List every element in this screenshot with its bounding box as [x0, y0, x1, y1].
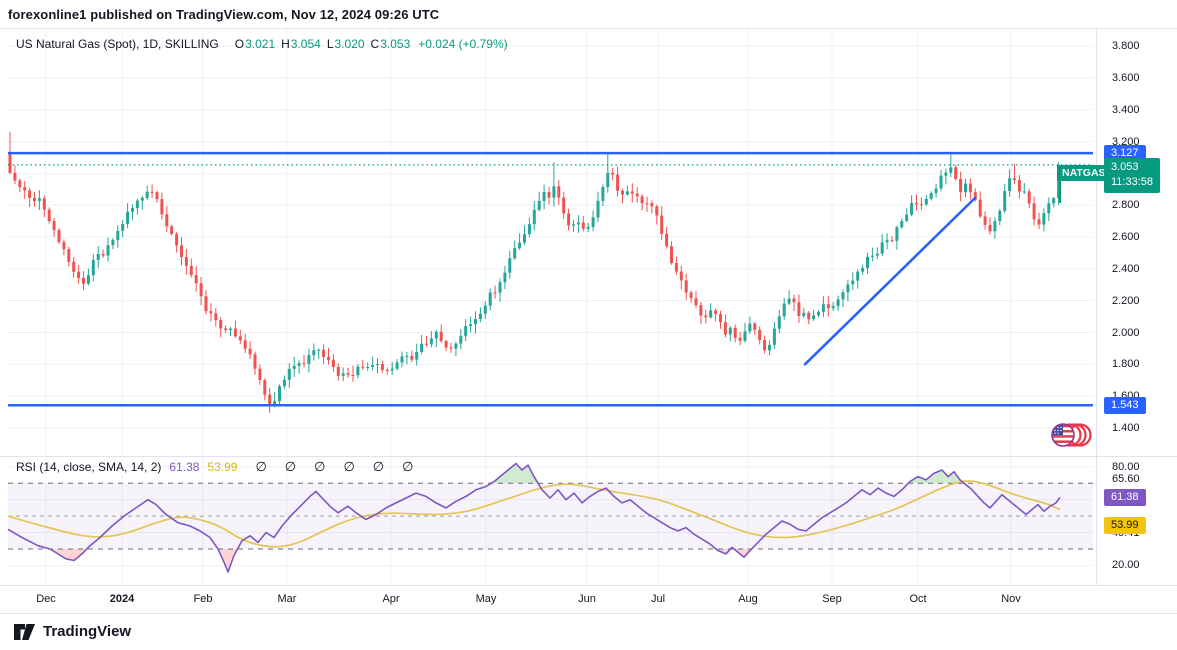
- time-tick-apr: Apr: [382, 593, 400, 605]
- open-value: 3.021: [245, 37, 276, 51]
- pane-separators: [0, 28, 1177, 614]
- rsi-current-value: 61.38: [169, 460, 200, 474]
- price-tick: 2.200: [1112, 294, 1140, 307]
- rsi-pane: [7, 462, 1093, 573]
- last-price-badge: 3.053 11:33:58: [1104, 157, 1161, 193]
- rsi-line: [7, 462, 1061, 573]
- support-price-badge: 1.543: [1104, 396, 1146, 414]
- countdown-timer: 11:33:58: [1111, 175, 1154, 188]
- main-chart-legend[interactable]: US Natural Gas (Spot), 1D, SKILLING O 3.0…: [16, 37, 508, 51]
- disabled-plot-icon: ∅: [372, 459, 385, 474]
- time-tick-sep: Sep: [822, 593, 842, 605]
- price-tick: 3.600: [1112, 71, 1140, 84]
- footer: TradingView: [0, 613, 1177, 650]
- time-axis[interactable]: Dec 2024 Feb Mar Apr May Jun Jul Aug Sep Oct Nov: [0, 586, 1096, 613]
- disabled-values-row: ∅ ∅ ∅ ∅ ∅ ∅: [237, 459, 413, 475]
- time-tick-aug: Aug: [738, 593, 758, 605]
- low-label: L: [326, 37, 334, 51]
- high-value: 3.054: [290, 37, 321, 51]
- price-tick: 2.600: [1112, 231, 1140, 243]
- time-tick-feb: Feb: [193, 593, 213, 605]
- rsi-value-badge: 61.38: [1104, 488, 1146, 506]
- rsi-sma-value: 53.99: [207, 460, 238, 474]
- price-tick: 2.400: [1112, 262, 1140, 275]
- tradingview-logo-icon: [14, 623, 35, 640]
- price-tick: 3.800: [1112, 40, 1140, 52]
- time-tick-jun: Jun: [578, 593, 596, 605]
- rsi-title: RSI (14, close, SMA, 14, 2): [16, 460, 162, 474]
- price-tick: 1.400: [1112, 422, 1140, 434]
- candlestick-series: [8, 131, 1061, 413]
- disabled-plot-icon: ∅: [284, 459, 297, 474]
- price-tick: 2.800: [1112, 199, 1140, 212]
- disabled-plot-icon: ∅: [255, 459, 267, 474]
- time-tick-mar: Mar: [277, 593, 297, 605]
- time-tick-jul: Jul: [650, 593, 666, 605]
- time-tick-dec: Dec: [36, 593, 56, 605]
- publish-bar: forexonline1 published on TradingView.co…: [0, 0, 1177, 28]
- publisher-watermark-icon: [1051, 423, 1092, 447]
- gridlines: [8, 29, 1093, 585]
- change-value: +0.024 (+0.79%): [418, 37, 508, 51]
- rsi-sma-value-badge: 53.99: [1104, 517, 1146, 534]
- trend-line: [803, 196, 977, 366]
- price-tick: 2.000: [1112, 326, 1140, 339]
- time-tick-oct: Oct: [909, 593, 927, 605]
- close-label: C: [370, 37, 380, 51]
- high-label: H: [281, 37, 290, 51]
- disabled-plot-icon: ∅: [343, 459, 355, 474]
- symbol-title: US Natural Gas (Spot), 1D, SKILLING: [16, 37, 219, 51]
- disabled-plot-icon: ∅: [402, 459, 414, 474]
- drawing-tools[interactable]: [8, 151, 1093, 407]
- low-value: 3.020: [334, 37, 365, 51]
- resistance-price-badge: 3.127: [1104, 144, 1146, 162]
- close-value: 3.053: [380, 37, 411, 51]
- rsi-tick: 80.00: [1112, 461, 1140, 473]
- disabled-plot-icon: ∅: [314, 459, 326, 474]
- publish-text: forexonline1 published on TradingView.co…: [8, 6, 440, 22]
- rsi-tick: 65.60: [1112, 473, 1140, 485]
- time-tick-may: May: [475, 593, 497, 605]
- time-tick-nov: Nov: [1001, 593, 1021, 605]
- open-label: O: [234, 37, 245, 51]
- price-axis[interactable]: 3.8003.6003.4003.2003.0002.8002.6002.400…: [1097, 28, 1177, 586]
- price-tick: 1.800: [1112, 358, 1140, 371]
- rsi-sma-line: [7, 480, 1061, 548]
- time-tick-2024: 2024: [109, 593, 135, 605]
- tradingview-brand[interactable]: TradingView: [43, 623, 132, 640]
- rsi-legend[interactable]: RSI (14, close, SMA, 14, 2) 61.38 53.99 …: [16, 459, 413, 475]
- symbol-price-tag: NATGAS: [1057, 165, 1111, 203]
- price-tick: 3.400: [1112, 103, 1140, 116]
- price-tick: 3.200: [1112, 135, 1140, 148]
- rsi-tick: 20.00: [1112, 559, 1140, 571]
